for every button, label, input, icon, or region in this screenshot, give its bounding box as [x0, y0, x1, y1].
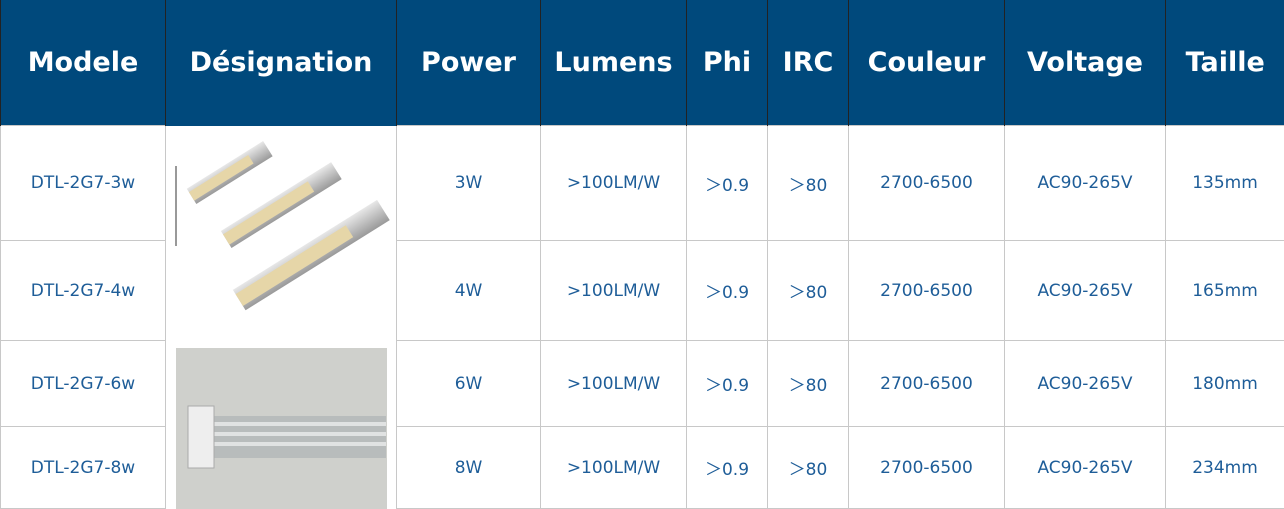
cell: >100LM/W: [541, 341, 687, 427]
cell: DTL-2G7-8w: [1, 427, 166, 509]
cell: 3W: [397, 126, 541, 241]
cell: ＞0.9: [687, 241, 768, 341]
header-cell: Voltage: [1005, 0, 1166, 126]
header-cell: Désignation: [166, 0, 397, 126]
cell: 234mm: [1166, 427, 1284, 509]
cell: 2700-6500: [849, 341, 1005, 427]
cell: 4W: [397, 241, 541, 341]
cell: ＞80: [768, 341, 849, 427]
image-cell: [166, 126, 397, 509]
cell: ＞0.9: [687, 341, 768, 427]
cell: DTL-2G7-4w: [1, 241, 166, 341]
cell: AC90-265V: [1005, 241, 1166, 341]
cell: 8W: [397, 427, 541, 509]
cell: 180mm: [1166, 341, 1284, 427]
cell: ＞80: [768, 241, 849, 341]
header-cell: Couleur: [849, 0, 1005, 126]
header-cell: Power: [397, 0, 541, 126]
cell: 2700-6500: [849, 241, 1005, 341]
cell: AC90-265V: [1005, 341, 1166, 427]
cell: ＞0.9: [687, 427, 768, 509]
cell: AC90-265V: [1005, 427, 1166, 509]
cell: DTL-2G7-6w: [1, 341, 166, 427]
spec-table: ModeleDésignationPowerLumensPhiIRCCouleu…: [0, 0, 1284, 509]
cell: 6W: [397, 341, 541, 427]
cell: 165mm: [1166, 241, 1284, 341]
cell: DTL-2G7-3w: [1, 126, 166, 241]
cell: ＞80: [768, 126, 849, 241]
cell: >100LM/W: [541, 241, 687, 341]
header-cell: Phi: [687, 0, 768, 126]
cell: >100LM/W: [541, 427, 687, 509]
cell: AC90-265V: [1005, 126, 1166, 241]
header-cell: Modele: [1, 0, 166, 126]
cell: 2700-6500: [849, 126, 1005, 241]
cell: ＞0.9: [687, 126, 768, 241]
header-cell: IRC: [768, 0, 849, 126]
cell: >100LM/W: [541, 126, 687, 241]
cell: 135mm: [1166, 126, 1284, 241]
header-cell: Lumens: [541, 0, 687, 126]
page: {"table":{"header":["Modele","Désignatio…: [0, 0, 1284, 508]
header-cell: Taille: [1166, 0, 1284, 126]
cell: 2700-6500: [849, 427, 1005, 509]
product-images: [166, 126, 397, 509]
cell: ＞80: [768, 427, 849, 509]
